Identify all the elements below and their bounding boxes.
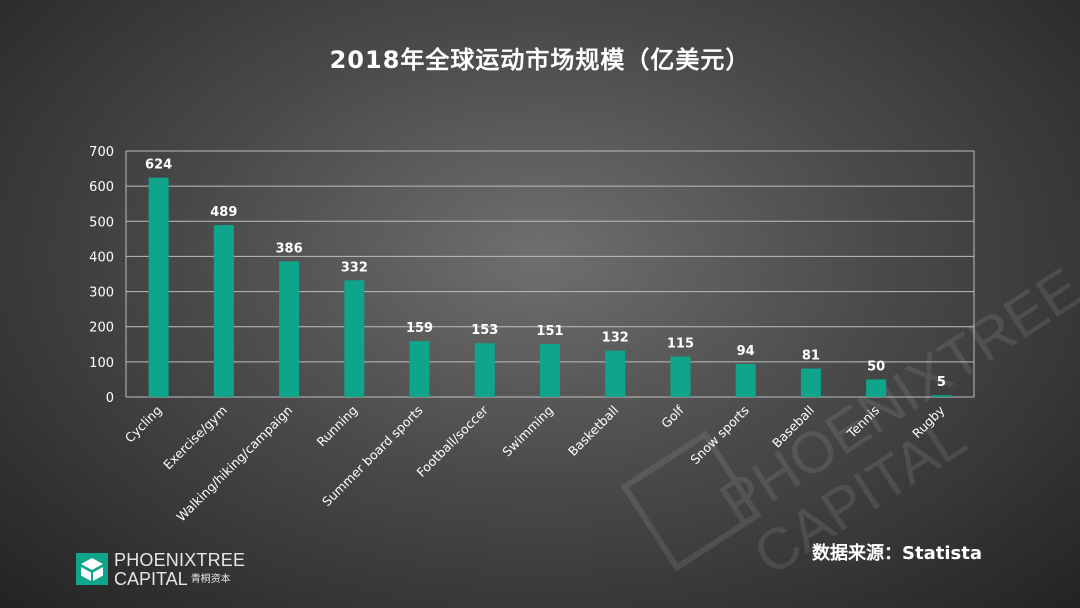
bar — [866, 379, 887, 397]
bar — [670, 356, 691, 397]
logo-text-capital: CAPITAL — [114, 569, 188, 589]
data-label: 50 — [867, 359, 885, 374]
data-label: 386 — [276, 241, 303, 256]
bar — [344, 280, 365, 397]
logo-text-chinese: 青桐资本 — [190, 574, 231, 585]
x-tick-label: Exercise/gym — [160, 403, 230, 473]
bar — [279, 261, 300, 397]
bar — [735, 363, 756, 397]
x-tick-label: Swimming — [499, 403, 556, 460]
x-tick-label: Football/soccer — [414, 402, 492, 480]
x-tick-label: Cycling — [122, 403, 165, 446]
data-label: 81 — [802, 349, 820, 364]
bar — [800, 368, 821, 397]
bars — [148, 177, 952, 397]
x-tick-label: Tennis — [843, 403, 882, 442]
chart-title: 2018年全球运动市场规模（亿美元） — [329, 46, 751, 74]
y-tick-label: 700 — [89, 145, 114, 160]
y-tick-label: 0 — [106, 391, 114, 406]
data-label: 332 — [341, 260, 368, 275]
y-tick-label: 200 — [89, 321, 114, 336]
data-label: 489 — [210, 205, 237, 220]
data-label: 5 — [937, 375, 946, 390]
data-label: 132 — [602, 331, 629, 346]
x-tick-label: Walking/hiking/campaign — [173, 403, 295, 525]
data-label: 624 — [145, 158, 172, 173]
bar — [540, 343, 560, 397]
x-tick-label: Basketball — [565, 403, 621, 459]
company-logo: PHOENIXTREE CAPITAL 青桐资本 — [76, 550, 266, 590]
y-tick-label: 400 — [89, 250, 114, 265]
x-tick-label: Golf — [658, 402, 687, 431]
x-tick-label: Running — [314, 403, 361, 450]
bar — [213, 225, 234, 397]
x-tick-label: Snow sports — [687, 403, 752, 468]
x-axis-ticks: CyclingExercise/gymWalking/hiking/campai… — [122, 402, 948, 524]
data-labels: 624 489 386 332 159 153 151 132 115 94 81 50 5 — [145, 158, 946, 391]
y-tick-label: 600 — [89, 180, 114, 195]
data-label: 159 — [406, 321, 433, 336]
y-tick-label: 500 — [89, 215, 114, 230]
bar — [474, 343, 495, 397]
logo-text-line2: CAPITAL 青桐资本 — [114, 569, 231, 590]
bar — [605, 350, 626, 397]
y-axis-ticks: 0 100 200 300 400 500 600 700 — [89, 145, 114, 406]
data-label: 151 — [536, 324, 563, 339]
phoenixtree-logo-icon — [76, 553, 108, 585]
data-label: 94 — [737, 344, 755, 359]
data-label: 115 — [667, 337, 694, 352]
x-tick-label: Rugby — [909, 402, 948, 441]
bar — [148, 177, 169, 397]
logo-text-line1: PHOENIXTREE — [114, 550, 246, 570]
source-note: 数据来源：Statista — [812, 543, 982, 564]
x-tick-label: Baseball — [769, 403, 817, 451]
y-tick-label: 100 — [89, 356, 114, 371]
data-label: 153 — [471, 323, 498, 338]
bar — [409, 341, 430, 397]
y-tick-label: 300 — [89, 286, 114, 301]
bar — [931, 395, 952, 397]
